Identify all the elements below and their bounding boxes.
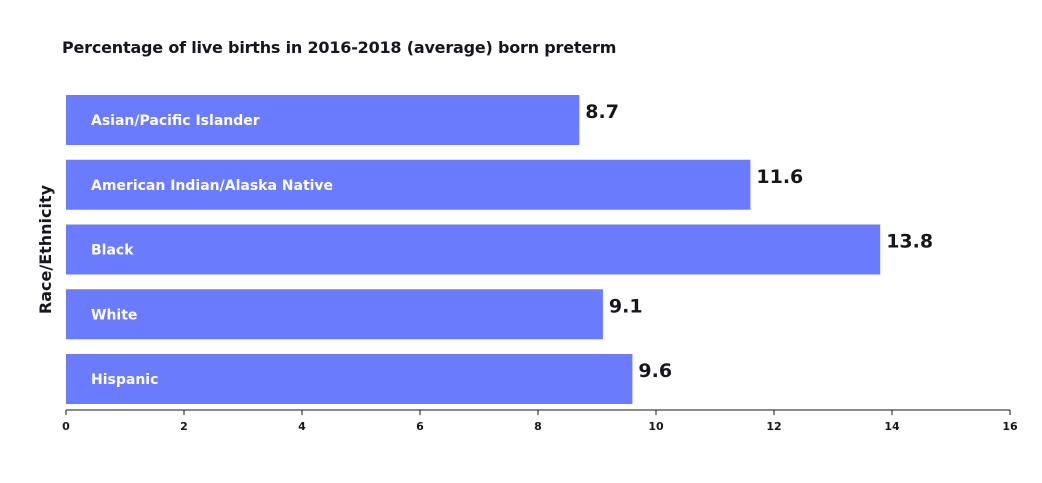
bar-category-label: White [91, 307, 137, 323]
bar-value-label: 13.8 [886, 231, 933, 253]
bar-4 [66, 354, 633, 404]
bar-0 [66, 95, 580, 145]
bar-value-label: 11.6 [756, 166, 803, 188]
x-tick-label: 12 [766, 420, 781, 433]
x-tick-label: 4 [298, 420, 306, 433]
bar-3 [66, 289, 603, 340]
x-tick-label: 16 [1002, 420, 1018, 433]
bar-value-label: 8.7 [585, 101, 619, 123]
x-tick-label: 6 [416, 420, 424, 433]
bar-category-label: Black [91, 243, 134, 259]
bars-group: Asian/Pacific Islander 8.7 American Indian… [66, 95, 933, 404]
x-tick-label: 2 [180, 420, 188, 433]
bar-category-label: Hispanic [91, 372, 158, 388]
bar-category-label: Asian/Pacific Islander [91, 113, 260, 129]
x-tick-label: 10 [648, 420, 664, 433]
bar-value-label: 9.1 [609, 295, 643, 317]
y-axis-label: Race/Ethnicity [36, 184, 55, 314]
x-tick-label: 8 [534, 420, 542, 433]
x-tick-label: 14 [884, 420, 900, 433]
bar-value-label: 9.6 [638, 360, 672, 382]
bar-category-label: American Indian/Alaska Native [91, 178, 333, 194]
bar-2 [66, 224, 881, 275]
chart-title: Percentage of live births in 2016-2018 (… [62, 38, 617, 57]
x-tick-label: 0 [62, 420, 70, 433]
x-axis: 0 2 4 6 8 10 12 14 16 [62, 409, 1018, 433]
bar-1 [66, 159, 751, 210]
